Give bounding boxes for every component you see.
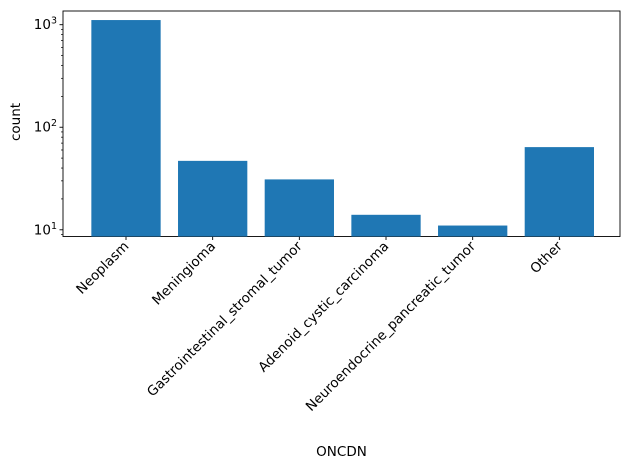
x-axis-label: ONCDN [316, 444, 367, 460]
y-axis-ticks-group: 101 102 103 [34, 16, 63, 239]
bar-gastrointestinal_stromal_tumor [264, 179, 334, 237]
y-tick-label: 102 [34, 118, 57, 136]
bar-meningioma [178, 160, 248, 237]
x-axis-ticks-group: Neoplasm MeningiomaGastrointestinal_strom… [73, 236, 566, 415]
x-tick-label: Neoplasm [73, 239, 132, 298]
x-tick-label: Neuroendocrine_pancreatic_tumor [303, 238, 480, 415]
y-axis-label: count [8, 103, 24, 141]
bar-adenoid_cystic_carcinoma [351, 214, 421, 237]
x-tick-label: Other [527, 238, 566, 277]
bars-group [91, 20, 594, 237]
y-tick-label: 101 [34, 221, 57, 239]
x-tick-label: Gastrointestinal_stromal_tumor [144, 238, 306, 400]
plot-border [62, 10, 621, 237]
bar-neoplasm [91, 20, 161, 237]
x-tick-label: Meningioma [149, 239, 219, 309]
bar-other [524, 147, 594, 237]
bar-neuroendocrine_pancreatic_tumor [438, 225, 508, 237]
y-tick-label: 103 [34, 16, 57, 34]
